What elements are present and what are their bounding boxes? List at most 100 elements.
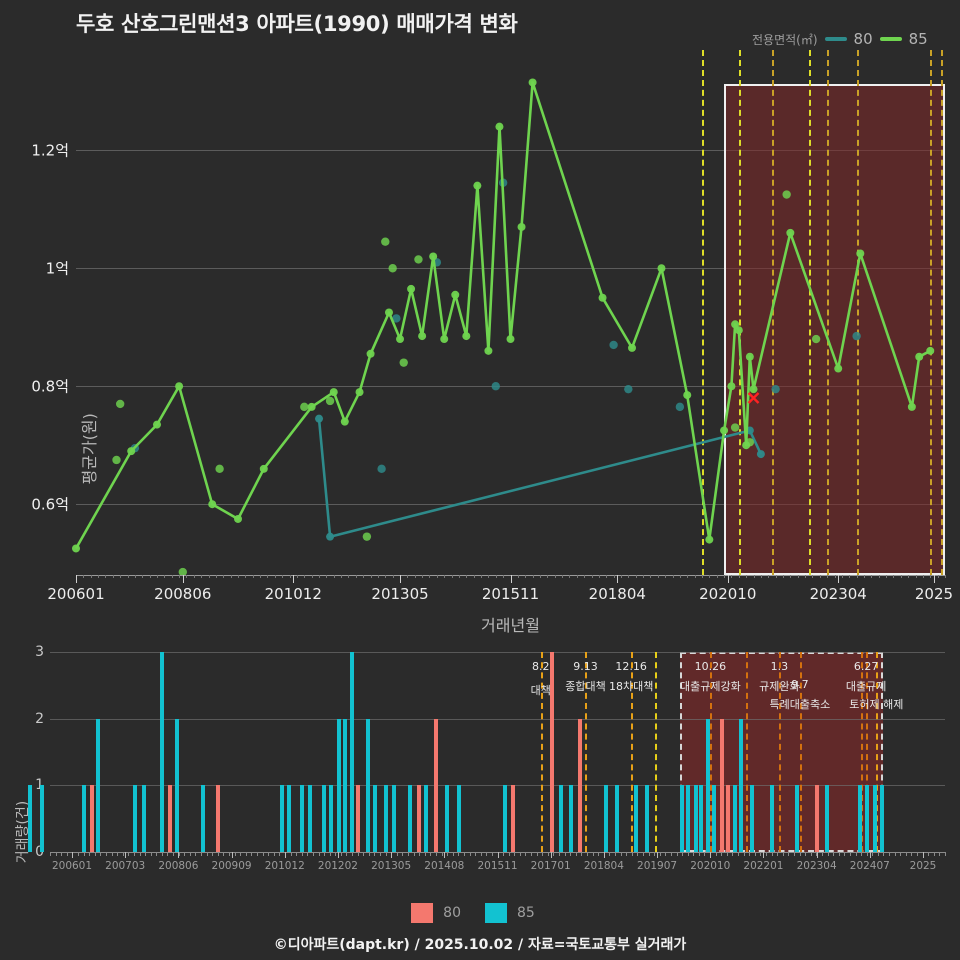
volume-bar[interactable] [444,785,449,852]
price-point-85[interactable] [429,252,438,261]
price-point-85[interactable] [127,447,136,456]
price-scatter-85[interactable] [178,567,187,577]
volume-bar[interactable] [349,652,354,852]
volume-bar[interactable] [693,785,698,852]
price-point-85[interactable] [734,326,743,335]
price-point-85[interactable] [834,364,843,373]
price-scatter-85[interactable] [730,423,740,432]
volume-bar[interactable] [857,785,862,852]
price-point-85[interactable] [407,284,416,293]
volume-bar[interactable] [201,785,206,852]
price-scatter-85[interactable] [112,455,121,465]
volume-bar[interactable] [719,718,724,852]
volume-bar[interactable] [510,785,515,852]
volume-bar[interactable] [825,785,830,852]
volume-bar[interactable] [433,718,438,852]
price-point-85[interactable] [366,349,375,358]
price-point-85[interactable] [384,308,393,317]
volume-bar[interactable] [133,785,138,852]
volume-bar[interactable] [175,718,180,852]
price-scatter-80[interactable] [624,384,633,394]
volume-bar[interactable] [287,785,292,852]
price-point-85[interactable] [418,332,427,341]
price-scatter-85[interactable] [381,237,390,246]
volume-bar[interactable] [865,785,870,852]
volume-bar[interactable] [366,718,371,852]
price-point-85[interactable] [473,181,482,190]
volume-bar[interactable] [456,785,461,852]
volume-bar[interactable] [770,785,775,852]
volume-bar[interactable] [732,785,737,852]
price-point-85[interactable] [915,352,924,361]
volume-bar[interactable] [40,785,45,852]
price-point-85[interactable] [720,426,729,435]
volume-bar[interactable] [82,785,87,852]
price-scatter-80[interactable] [852,331,861,341]
price-point-85[interactable] [72,544,80,553]
volume-bar[interactable] [89,785,94,852]
price-scatter-80[interactable] [609,340,618,350]
volume-bar[interactable] [279,785,284,852]
price-point-80[interactable] [326,532,335,541]
volume-bar[interactable] [726,785,731,852]
price-point-85[interactable] [440,335,449,344]
price-scatter-85[interactable] [811,334,821,344]
volume-bar[interactable] [814,785,819,852]
price-point-85[interactable] [355,388,364,397]
price-point-85[interactable] [705,535,714,544]
volume-bar[interactable] [416,785,421,852]
volume-bar[interactable] [633,785,638,852]
volume-bar[interactable] [503,785,508,852]
price-scatter-80[interactable] [377,464,386,474]
volume-bar[interactable] [321,785,326,852]
price-scatter-80[interactable] [491,382,500,391]
price-scatter-85[interactable] [215,464,224,474]
volume-bar[interactable] [550,652,555,852]
volume-bar[interactable] [408,785,413,852]
price-point-85[interactable] [683,391,692,400]
volume-bar[interactable] [615,785,620,852]
volume-bar[interactable] [699,785,704,852]
volume-bar[interactable] [329,785,334,852]
volume-bar[interactable] [686,785,691,852]
price-scatter-85[interactable] [745,438,755,447]
price-point-85[interactable] [451,290,460,299]
volume-bar[interactable] [880,785,885,852]
volume-bar[interactable] [604,785,609,852]
price-point-85[interactable] [926,346,935,355]
volume-bar[interactable] [424,785,429,852]
price-point-85[interactable] [307,402,316,411]
price-scatter-85[interactable] [399,358,408,367]
price-scatter-85[interactable] [388,264,397,273]
price-point-85[interactable] [731,320,740,329]
price-point-85[interactable] [727,382,736,391]
price-point-85[interactable] [745,352,754,361]
price-point-85[interactable] [329,388,338,397]
volume-bar[interactable] [160,652,165,852]
price-scatter-85[interactable] [362,532,372,541]
volume-bar[interactable] [27,785,32,852]
price-point-85[interactable] [175,382,184,391]
volume-bar[interactable] [739,718,744,852]
volume-bar[interactable] [167,785,172,852]
price-point-85[interactable] [462,332,471,341]
price-scatter-85[interactable] [115,399,125,409]
price-scatter-85[interactable] [325,396,335,406]
volume-bar[interactable] [578,718,583,852]
volume-bar[interactable] [559,785,564,852]
volume-bar[interactable] [712,785,717,852]
price-point-80[interactable] [315,414,324,423]
volume-bar[interactable] [343,718,348,852]
volume-bar[interactable] [372,785,377,852]
volume-bar[interactable] [337,718,342,852]
price-point-85[interactable] [259,464,268,473]
volume-bar[interactable] [216,785,221,852]
volume-bar[interactable] [307,785,312,852]
price-point-85[interactable] [340,417,349,426]
price-scatter-85[interactable] [414,255,423,264]
price-point-85[interactable] [153,420,162,429]
volume-bar[interactable] [300,785,305,852]
price-point-80[interactable] [756,450,765,459]
price-point-85[interactable] [856,249,865,258]
volume-bar[interactable] [356,785,361,852]
